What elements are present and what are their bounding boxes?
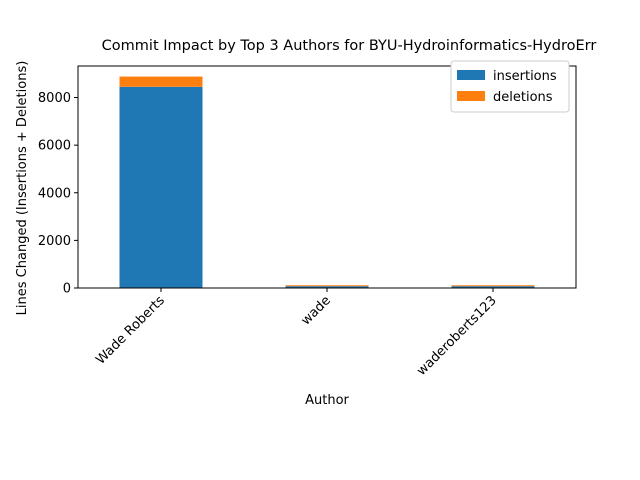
chart-title: Commit Impact by Top 3 Authors for BYU-H… xyxy=(102,38,597,54)
y-tick-label: 0 xyxy=(63,282,71,297)
legend-swatch-deletions xyxy=(457,91,485,101)
bar-insertions-2 xyxy=(285,286,369,288)
y-tick-label: 8000 xyxy=(38,91,71,106)
bar-deletions-3 xyxy=(451,285,535,287)
x-tick-label: Wade Roberts xyxy=(93,293,168,368)
legend-swatch-insertions xyxy=(457,70,485,80)
bar-deletions-2 xyxy=(285,285,369,287)
x-tick-label: waderoberts123 xyxy=(414,293,500,379)
x-axis-label: Author xyxy=(305,393,349,408)
bar-deletions-1 xyxy=(119,76,203,87)
legend-label-insertions: insertions xyxy=(493,69,557,84)
y-tick-label: 2000 xyxy=(38,234,71,249)
y-tick-label: 6000 xyxy=(38,139,71,154)
x-tick-label: wade xyxy=(299,293,334,328)
plot-area: 0 2000 4000 6000 8000 Wade Roberts wade waderob… xyxy=(38,65,577,379)
y-tick-label: 4000 xyxy=(38,186,71,201)
y-axis-label: Lines Changed (Insertions + Deletions) xyxy=(15,61,30,316)
legend: insertions deletions xyxy=(450,60,570,113)
legend-label-deletions: deletions xyxy=(493,90,553,105)
bar-insertions-1 xyxy=(119,86,203,288)
bar-insertions-3 xyxy=(451,286,535,288)
